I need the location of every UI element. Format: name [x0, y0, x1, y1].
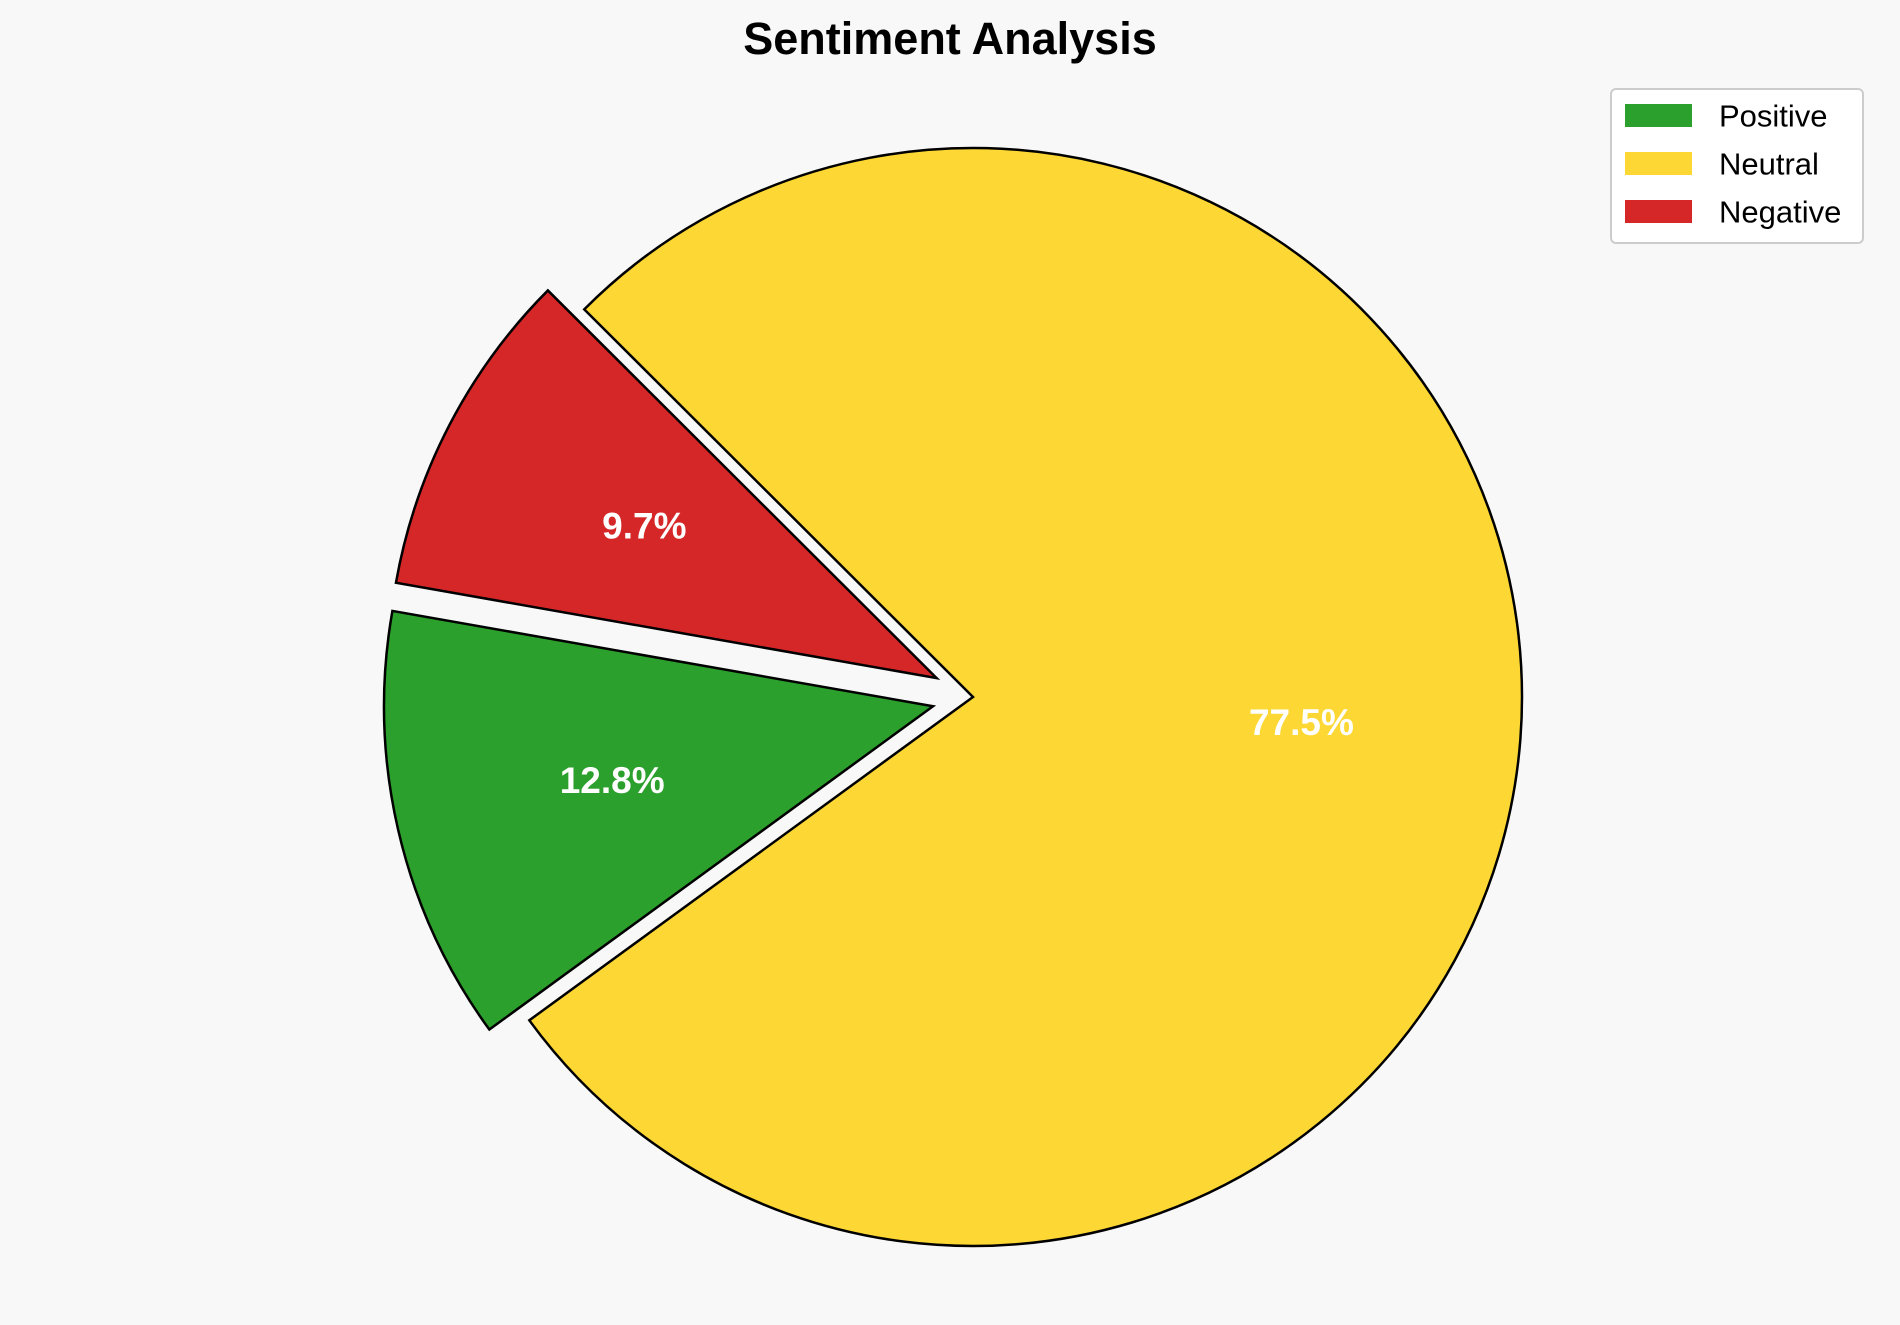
- legend-label-positive: Positive: [1719, 99, 1828, 134]
- pie-slice-negative: [394, 288, 941, 681]
- legend: Positive Neutral Negative: [1610, 88, 1864, 244]
- legend-swatch-neutral: [1625, 152, 1692, 175]
- pie-slices: [382, 146, 1524, 1248]
- chart-title: Sentiment Analysis: [743, 13, 1156, 64]
- legend-swatch-positive: [1625, 104, 1692, 127]
- legend-swatch-negative: [1625, 200, 1692, 223]
- pie-label-negative: 9.7%: [602, 506, 686, 547]
- legend-label-negative: Negative: [1719, 195, 1841, 230]
- legend-label-neutral: Neutral: [1719, 147, 1819, 182]
- pie-slice-labels: 12.8% 77.5% 9.7%: [560, 506, 1354, 801]
- pie-label-neutral: 77.5%: [1249, 702, 1354, 743]
- legend-items: Positive Neutral Negative: [1625, 99, 1841, 230]
- pie-label-positive: 12.8%: [560, 760, 665, 801]
- pie-slice-positive: [382, 609, 937, 1032]
- pie-slice-neutral: [527, 146, 1524, 1248]
